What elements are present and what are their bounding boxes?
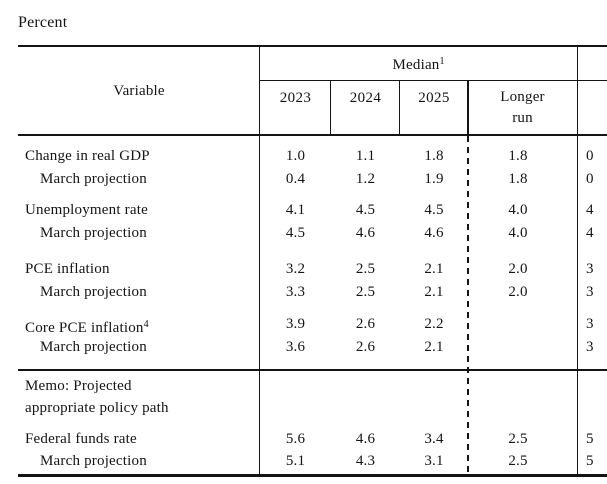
year-divider-2024-2025 bbox=[399, 80, 401, 135]
cell-2025: 1.8 bbox=[424, 148, 444, 164]
column-header-2025: 2025 bbox=[418, 90, 450, 106]
row-label: PCE inflation bbox=[25, 261, 110, 277]
cell-2024: 4.6 bbox=[355, 225, 376, 241]
row-label: March projection bbox=[40, 171, 147, 187]
cell-2025: 2.2 bbox=[424, 316, 444, 332]
cell-clipped-right: 3 bbox=[586, 284, 594, 300]
core-pce-label: Core PCE inflation bbox=[25, 320, 144, 336]
table-row-gdp: Change in real GDP 1.0 1.1 1.8 1.8 0 bbox=[0, 145, 607, 168]
row-label: Change in real GDP bbox=[25, 148, 150, 164]
cell-2025: 1.9 bbox=[424, 171, 444, 187]
row-label: Unemployment rate bbox=[25, 202, 148, 218]
cell-clipped-right: 5 bbox=[586, 431, 594, 447]
cell-clipped-right: 3 bbox=[586, 261, 594, 277]
median-footnote-marker: 1 bbox=[439, 56, 445, 67]
cell-2023: 5.1 bbox=[285, 453, 306, 469]
table-row-gdp-march: March projection 0.4 1.2 1.9 1.8 0 bbox=[0, 168, 607, 191]
cell-clipped-right: 0 bbox=[586, 171, 594, 187]
cell-longer-run: 4.0 bbox=[508, 225, 528, 241]
cell-2023: 3.2 bbox=[285, 261, 306, 277]
cell-2025: 3.1 bbox=[424, 453, 444, 469]
table-row-fed-funds-march: March projection 5.1 4.3 3.1 2.5 5 bbox=[0, 450, 607, 473]
cell-2024: 1.2 bbox=[355, 171, 376, 187]
year-divider-2023-2024 bbox=[330, 80, 332, 135]
cell-2025: 2.1 bbox=[424, 339, 444, 355]
table-row-core-pce: Core PCE inflation4 3.9 2.6 2.2 3 bbox=[0, 313, 607, 336]
table-top-rule bbox=[18, 45, 607, 47]
cell-2023: 0.4 bbox=[285, 171, 306, 187]
cell-2023: 3.3 bbox=[285, 284, 306, 300]
header-bottom-rule bbox=[18, 134, 607, 137]
table-row-unemployment-march: March projection 4.5 4.6 4.6 4.0 4 bbox=[0, 222, 607, 245]
row-label: Core PCE inflation4 bbox=[25, 313, 149, 340]
column-header-2024: 2024 bbox=[349, 90, 382, 106]
cell-longer-run: 2.5 bbox=[508, 453, 528, 469]
median-label: Median bbox=[392, 57, 440, 73]
year-divider-2025-longer-run bbox=[467, 80, 469, 135]
table-row-pce: PCE inflation 3.2 2.5 2.1 2.0 3 bbox=[0, 258, 607, 281]
cell-2024: 4.3 bbox=[355, 453, 376, 469]
row-label: Federal funds rate bbox=[25, 431, 137, 447]
table-row-core-pce-march: March projection 3.6 2.6 2.1 3 bbox=[0, 336, 607, 359]
table-row-unemployment: Unemployment rate 4.1 4.5 4.5 4.0 4 bbox=[0, 199, 607, 222]
cell-2025: 2.1 bbox=[424, 284, 444, 300]
cell-longer-run: 2.5 bbox=[508, 431, 528, 447]
cell-longer-run: 1.8 bbox=[508, 148, 528, 164]
cell-2025: 3.4 bbox=[424, 431, 444, 447]
cell-2024: 4.6 bbox=[355, 431, 376, 447]
cell-2023: 5.6 bbox=[285, 431, 306, 447]
cell-2025: 4.6 bbox=[424, 225, 444, 241]
cell-longer-run: 1.8 bbox=[508, 171, 528, 187]
cell-2023: 1.0 bbox=[285, 148, 306, 164]
cell-2024: 2.6 bbox=[355, 339, 376, 355]
cell-clipped-right: 0 bbox=[586, 148, 594, 164]
longer-run-right-divider bbox=[576, 45, 578, 477]
table-bottom-rule bbox=[18, 474, 607, 477]
memo-section-rule bbox=[18, 369, 607, 371]
row-label: March projection bbox=[40, 453, 147, 469]
cell-longer-run: 4.0 bbox=[508, 202, 528, 218]
cell-clipped-right: 4 bbox=[586, 225, 594, 241]
cell-2023: 4.1 bbox=[285, 202, 306, 218]
cell-2024: 2.6 bbox=[355, 316, 376, 332]
cell-2025: 4.5 bbox=[424, 202, 444, 218]
table-row-pce-march: March projection 3.3 2.5 2.1 2.0 3 bbox=[0, 281, 607, 304]
memo-label-line2: appropriate policy path bbox=[25, 400, 169, 416]
cell-2023: 4.5 bbox=[285, 225, 306, 241]
cell-clipped-right: 3 bbox=[586, 316, 594, 332]
cell-2024: 1.1 bbox=[355, 148, 376, 164]
cell-clipped-right: 4 bbox=[586, 202, 594, 218]
cell-2024: 2.5 bbox=[355, 284, 376, 300]
table-row-fed-funds: Federal funds rate 5.6 4.6 3.4 2.5 5 bbox=[0, 428, 607, 451]
longer-run-line1: Longer bbox=[500, 89, 545, 105]
unit-label: Percent bbox=[18, 14, 68, 31]
row-label: March projection bbox=[40, 225, 147, 241]
cell-2023: 3.9 bbox=[285, 316, 306, 332]
row-label: March projection bbox=[40, 339, 147, 355]
column-header-2023: 2023 bbox=[279, 90, 312, 106]
cell-longer-run: 2.0 bbox=[508, 261, 528, 277]
cell-clipped-right: 5 bbox=[586, 453, 594, 469]
column-group-header-median: Median1 bbox=[260, 51, 577, 73]
column-header-variable: Variable bbox=[113, 83, 165, 99]
cell-2024: 4.5 bbox=[355, 202, 376, 218]
cell-2025: 2.1 bbox=[424, 261, 444, 277]
longer-run-line2: run bbox=[512, 110, 533, 126]
longer-run-dashed-divider bbox=[467, 136, 469, 474]
row-label: March projection bbox=[40, 284, 147, 300]
cell-2024: 2.5 bbox=[355, 261, 376, 277]
column-header-longer-run: Longer run bbox=[468, 87, 577, 129]
cell-clipped-right: 3 bbox=[586, 339, 594, 355]
median-group-underline bbox=[260, 80, 607, 82]
core-pce-footnote-marker: 4 bbox=[143, 319, 149, 330]
cell-longer-run: 2.0 bbox=[508, 284, 528, 300]
variable-column-divider bbox=[259, 45, 261, 477]
cell-2023: 3.6 bbox=[285, 339, 306, 355]
memo-label-line1: Memo: Projected bbox=[25, 378, 132, 394]
